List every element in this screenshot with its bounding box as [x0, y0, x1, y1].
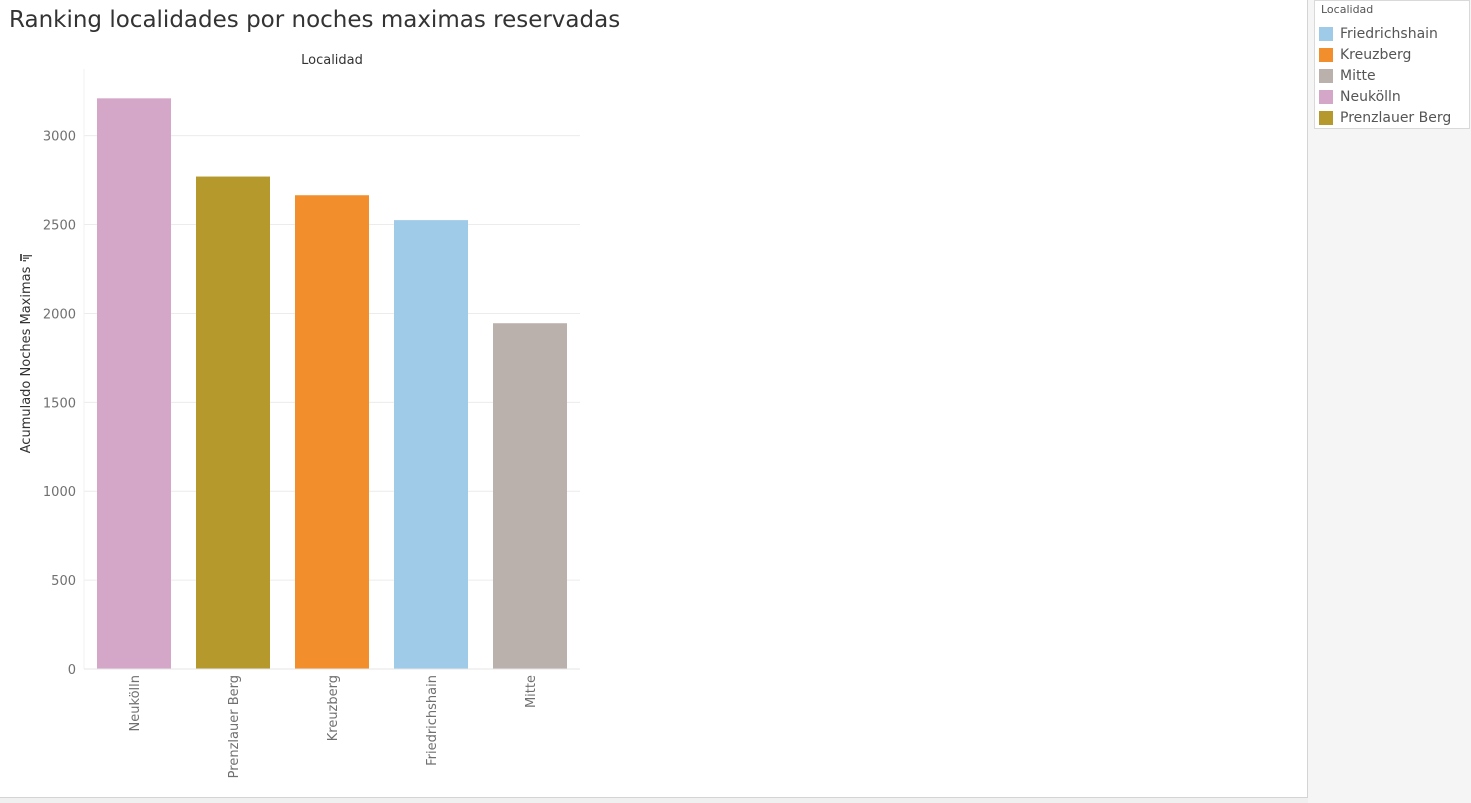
legend-swatch	[1319, 90, 1333, 104]
legend-item-neukolln[interactable]: Neukölln	[1319, 88, 1401, 106]
x-category-label: Mitte	[524, 675, 539, 708]
legend-label: Neukölln	[1340, 89, 1401, 105]
legend-swatch	[1319, 111, 1333, 125]
bars	[97, 98, 567, 670]
legend-swatch	[1319, 69, 1333, 83]
x-category-label: Friedrichshain	[425, 675, 440, 766]
bar-prenzlauer-berg[interactable]	[196, 176, 270, 670]
x-category-label: Kreuzberg	[326, 675, 341, 741]
column-header: Localidad	[301, 53, 363, 68]
bar-neuk-lln[interactable]	[97, 98, 171, 670]
legend-item-prenzlauer-berg[interactable]: Prenzlauer Berg	[1319, 109, 1451, 127]
bottom-strip	[0, 798, 1308, 803]
y-tick-label: 500	[51, 574, 76, 589]
legend-label: Kreuzberg	[1340, 47, 1412, 63]
y-tick-label: 2000	[43, 307, 76, 322]
bar-kreuzberg[interactable]	[295, 195, 369, 669]
x-axis-labels: Neukölln Prenzlauer Berg Kreuzberg Friedric…	[128, 675, 539, 778]
y-tick-label: 1000	[43, 485, 76, 500]
color-legend: Localidad Friedrichshain Kreuzberg Mitte…	[1314, 0, 1470, 129]
bar-friedrichshain[interactable]	[394, 220, 468, 669]
y-tick-label: 3000	[43, 130, 76, 145]
legend-swatch	[1319, 48, 1333, 62]
y-axis-title: Acumulado Noches Maximas	[19, 266, 34, 453]
bar-chart: 0 500 1000 1500 2000 2500 3000 Neukölln Prenzla…	[19, 53, 580, 778]
y-tick-label: 0	[68, 663, 76, 678]
side-panel	[1308, 0, 1471, 803]
y-axis-ticks: 0 500 1000 1500 2000 2500 3000	[43, 130, 76, 678]
legend-label: Friedrichshain	[1340, 26, 1438, 42]
legend-title: Localidad	[1321, 3, 1374, 16]
legend-item-kreuzberg[interactable]: Kreuzberg	[1319, 46, 1411, 64]
bar-mitte[interactable]	[493, 323, 567, 669]
legend-item-mitte[interactable]: Mitte	[1319, 67, 1376, 85]
y-tick-label: 1500	[43, 396, 76, 411]
x-category-label: Neukölln	[128, 675, 143, 731]
chart-title: Ranking localidades por noches maximas r…	[9, 7, 621, 33]
sort-descending-icon[interactable]	[20, 252, 32, 262]
legend-label: Mitte	[1340, 68, 1376, 84]
y-tick-label: 2500	[43, 219, 76, 234]
legend-label: Prenzlauer Berg	[1340, 110, 1452, 126]
legend-item-friedrichshain[interactable]: Friedrichshain	[1319, 25, 1438, 43]
x-category-label: Prenzlauer Berg	[227, 675, 242, 778]
legend-swatch	[1319, 27, 1333, 41]
